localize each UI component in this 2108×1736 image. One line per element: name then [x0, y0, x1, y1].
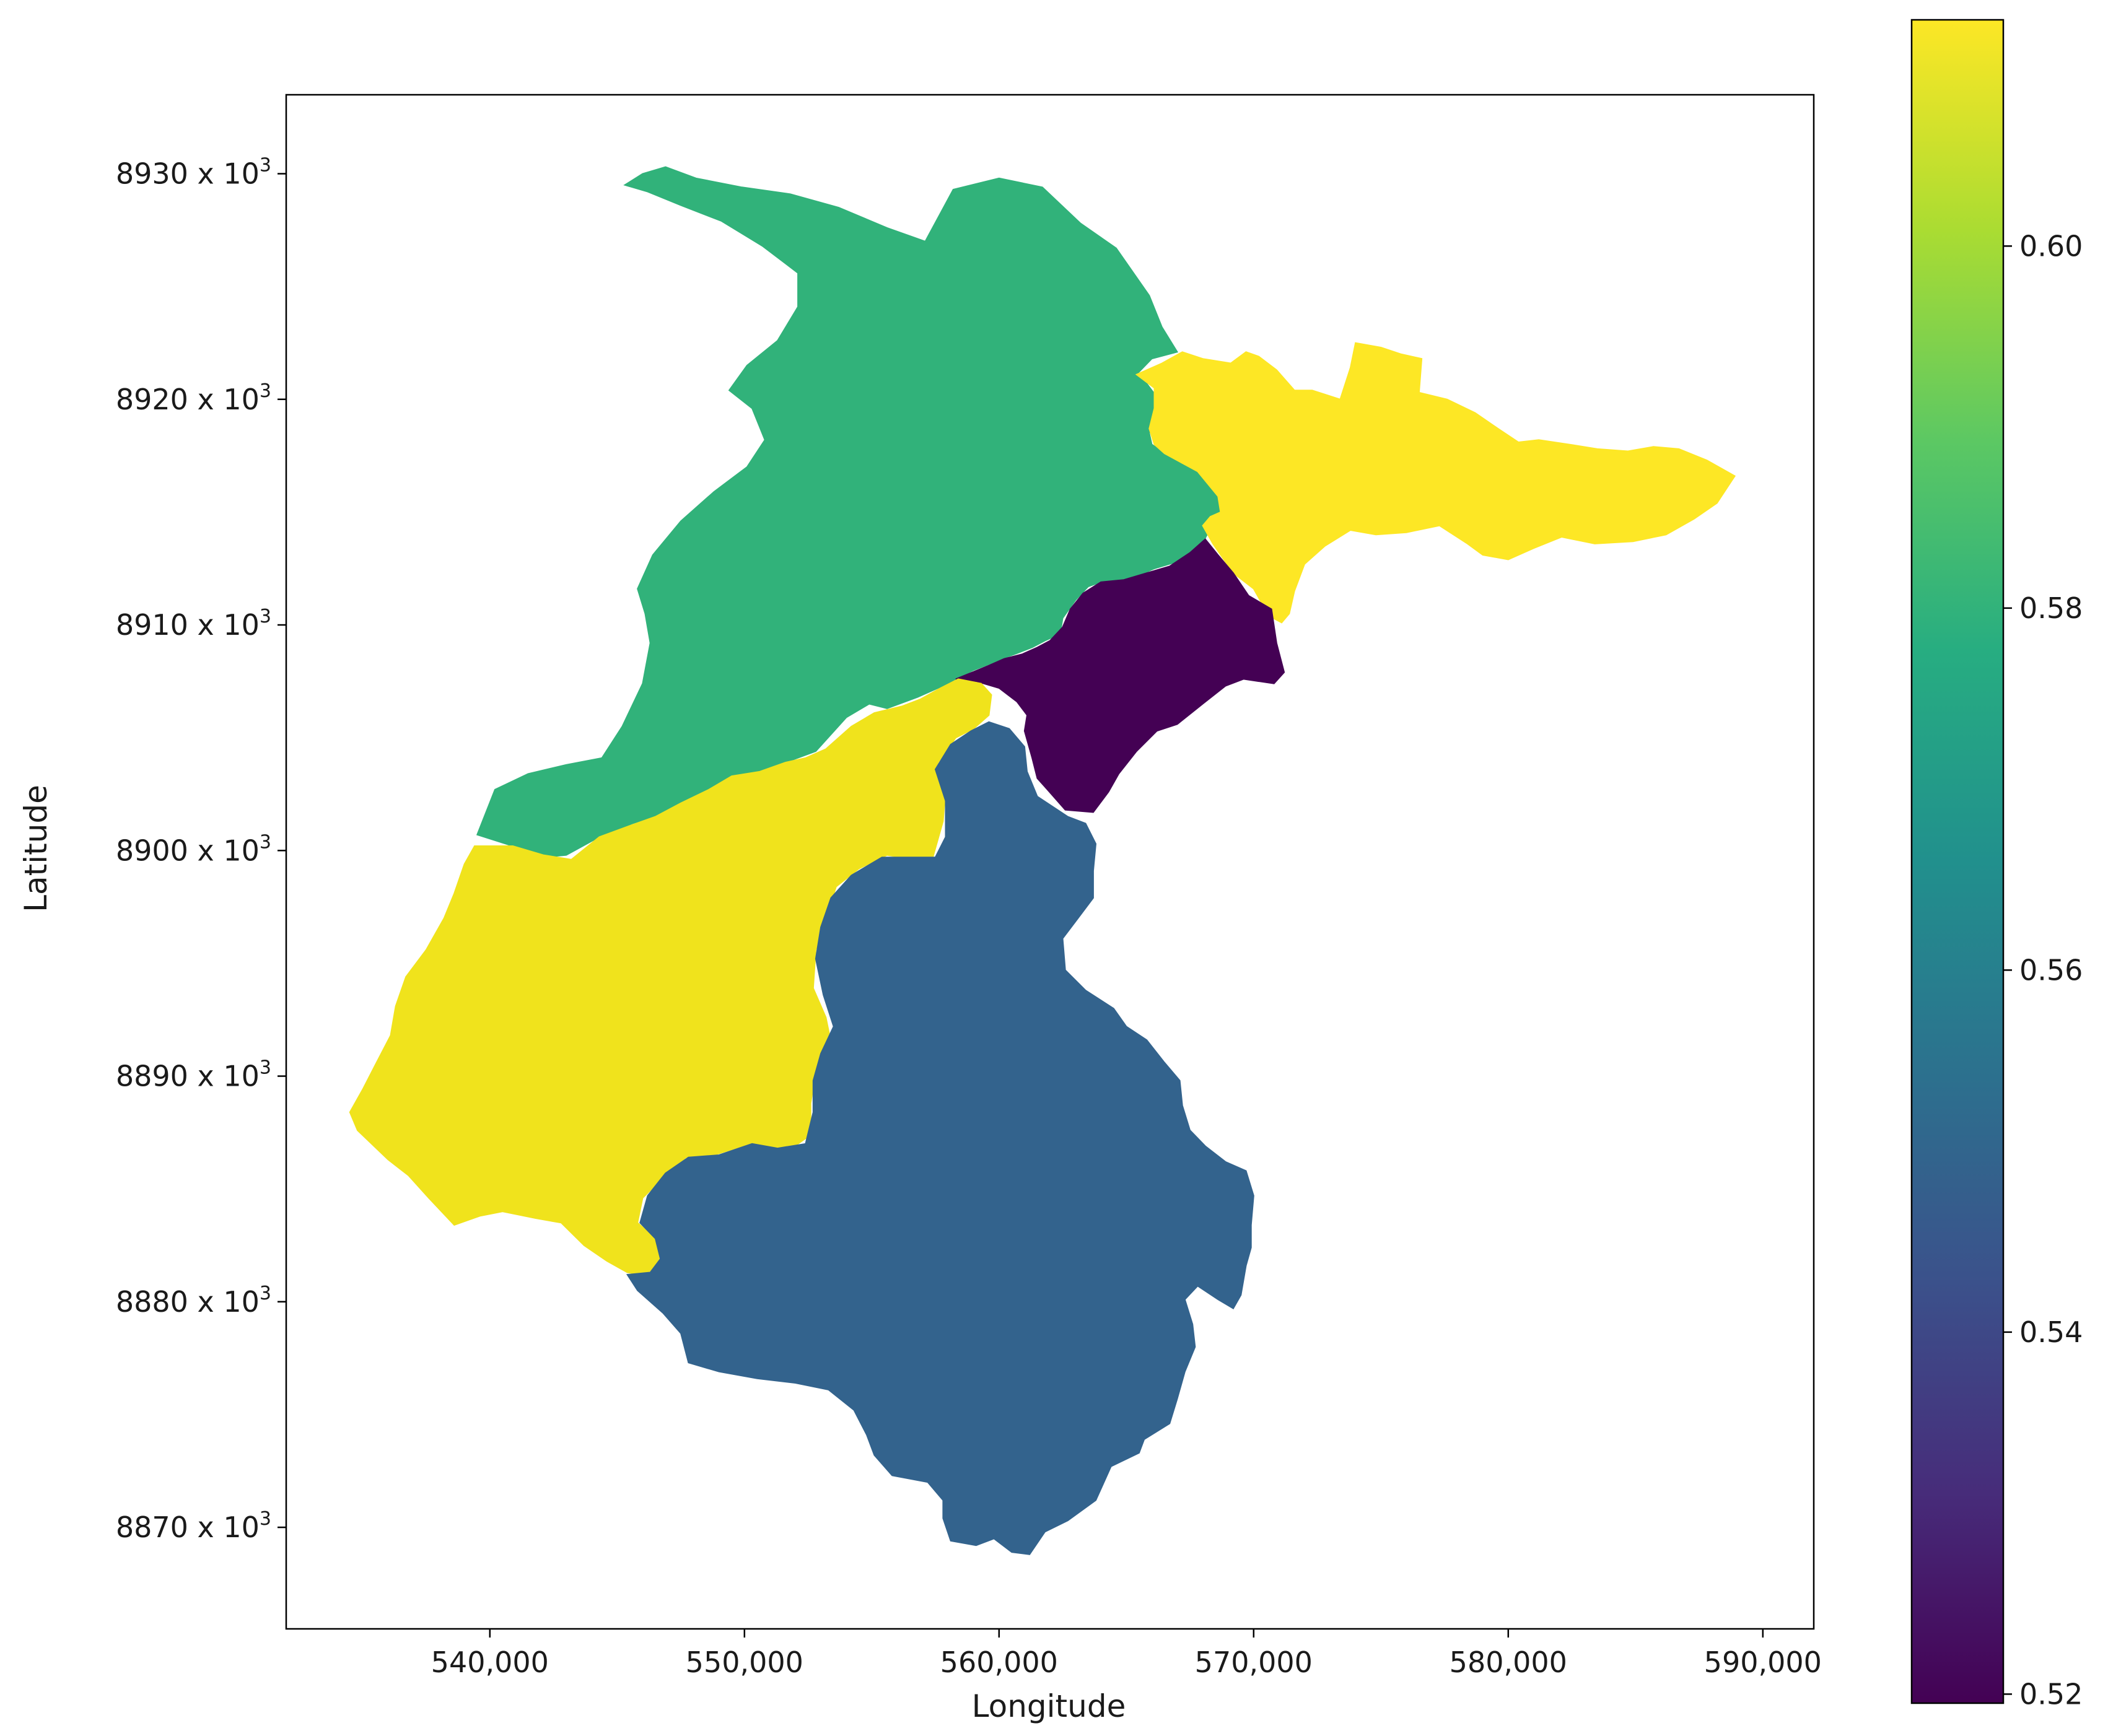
y-tick-label: 8900 x 103 — [116, 831, 271, 867]
region-north-east-yellow — [1135, 342, 1736, 624]
x-tick-label: 560,000 — [940, 1646, 1058, 1679]
y-tick-label: 8880 x 103 — [116, 1283, 271, 1319]
map-regions — [349, 166, 1736, 1555]
colorbar-ticks: 0.52 0.54 0.56 0.58 0.60 — [2003, 229, 2083, 1711]
plot-frame — [285, 94, 1815, 1630]
y-tick-label: 8870 x 103 — [116, 1508, 271, 1544]
x-axis-label: Longitude — [972, 1688, 1126, 1724]
colorbar — [1912, 20, 2003, 1703]
region-north-west-green — [476, 166, 1229, 858]
y-axis-label: Latitude — [18, 785, 54, 912]
x-tick-label: 570,000 — [1195, 1646, 1313, 1679]
region-south-blue — [626, 721, 1254, 1555]
x-tick-label: 550,000 — [686, 1646, 803, 1679]
y-tick-label: 8930 x 103 — [116, 154, 271, 190]
x-tick-label: 540,000 — [431, 1646, 549, 1679]
y-axis-ticks: 8870 x 103 8880 x 103 8890 x 103 8900 x 103… — [116, 154, 286, 1544]
y-tick-label: 8890 x 103 — [116, 1057, 271, 1093]
colorbar-tick-label: 0.56 — [2019, 953, 2083, 987]
x-tick-label: 590,000 — [1704, 1646, 1822, 1679]
region-central-purple — [955, 538, 1285, 813]
colorbar-tick-label: 0.58 — [2019, 591, 2083, 625]
x-tick-label: 580,000 — [1450, 1646, 1567, 1679]
colorbar-tick-label: 0.52 — [2019, 1677, 2083, 1711]
x-axis-ticks: 540,000 550,000 560,000 570,000 580,000 590,0… — [431, 1629, 1822, 1679]
colorbar-tick-label: 0.54 — [2019, 1315, 2083, 1349]
colorbar-tick-label: 0.60 — [2019, 229, 2083, 263]
region-south-west-yellow — [349, 678, 992, 1276]
y-tick-label: 8920 x 103 — [116, 380, 271, 416]
y-tick-label: 8910 x 103 — [116, 606, 271, 642]
colorbar-frame — [1910, 19, 2005, 1704]
